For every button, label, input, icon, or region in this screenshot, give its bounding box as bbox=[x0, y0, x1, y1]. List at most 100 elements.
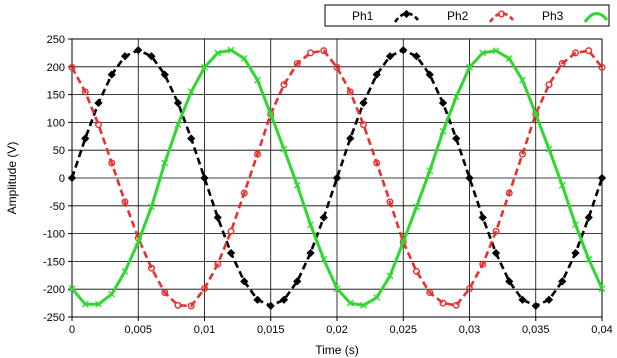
data-point bbox=[200, 173, 209, 183]
data-point bbox=[597, 173, 607, 183]
data-point bbox=[572, 49, 580, 57]
data-point bbox=[320, 47, 328, 55]
data-point bbox=[240, 189, 248, 197]
x-tick-label: 0 bbox=[69, 324, 75, 336]
y-tick-label: 200 bbox=[47, 62, 65, 74]
data-point bbox=[385, 52, 395, 61]
chart-legend: Ph1 Ph2 Ph3 bbox=[324, 4, 610, 27]
data-point bbox=[346, 299, 354, 307]
data-point bbox=[598, 285, 606, 293]
data-point bbox=[558, 59, 566, 67]
data-point bbox=[121, 198, 129, 206]
legend-swatch bbox=[583, 12, 609, 23]
data-point bbox=[266, 301, 275, 310]
data-point bbox=[81, 300, 89, 308]
data-point bbox=[280, 81, 288, 89]
data-point bbox=[466, 63, 473, 71]
x-tick-label: 0,01 bbox=[194, 324, 215, 336]
data-point bbox=[333, 285, 341, 293]
data-point bbox=[386, 272, 394, 280]
data-point bbox=[253, 295, 262, 304]
data-point bbox=[120, 52, 130, 61]
y-tick-label: 150 bbox=[47, 90, 65, 102]
data-point bbox=[240, 277, 249, 286]
data-point bbox=[412, 52, 421, 61]
data-point bbox=[558, 181, 566, 189]
data-point bbox=[466, 285, 474, 293]
legend-label: Ph1 bbox=[352, 9, 374, 23]
data-point bbox=[320, 255, 328, 263]
data-point bbox=[346, 134, 355, 143]
data-point bbox=[413, 267, 421, 275]
data-point bbox=[372, 70, 381, 79]
series-ph3 bbox=[68, 46, 606, 309]
x-tick-label: 0,025 bbox=[389, 324, 417, 336]
data-point bbox=[452, 134, 461, 143]
data-point bbox=[413, 203, 420, 211]
data-point bbox=[67, 173, 77, 183]
data-point bbox=[492, 47, 500, 55]
data-point bbox=[134, 46, 143, 55]
data-point bbox=[572, 221, 579, 229]
data-point bbox=[134, 238, 142, 246]
data-point bbox=[81, 134, 90, 143]
data-point bbox=[426, 167, 434, 175]
data-point bbox=[598, 63, 606, 71]
data-point bbox=[161, 289, 169, 297]
x-tick-label: 0,015 bbox=[257, 324, 285, 336]
data-point bbox=[479, 260, 487, 268]
data-point bbox=[571, 248, 580, 258]
data-point bbox=[519, 150, 527, 158]
data-point bbox=[531, 301, 540, 310]
data-point bbox=[213, 213, 222, 222]
data-point bbox=[160, 70, 169, 79]
data-point bbox=[227, 227, 235, 235]
data-point bbox=[492, 227, 500, 235]
data-point bbox=[505, 189, 513, 197]
data-point bbox=[359, 98, 368, 108]
legend-item-ph1: Ph1 bbox=[352, 9, 420, 23]
y-tick-label: -200 bbox=[43, 284, 65, 296]
y-tick-label: 0 bbox=[59, 173, 65, 185]
data-point bbox=[226, 248, 236, 258]
x-tick-label: 0,04 bbox=[591, 324, 612, 336]
data-point bbox=[95, 300, 102, 308]
data-point bbox=[94, 98, 103, 108]
legend-item-ph2: Ph2 bbox=[447, 9, 515, 23]
data-point bbox=[174, 301, 182, 309]
data-point bbox=[94, 121, 102, 129]
data-point bbox=[148, 203, 155, 211]
data-point bbox=[161, 159, 169, 167]
data-point bbox=[279, 295, 289, 304]
data-point bbox=[214, 49, 222, 57]
legend-label: Ph3 bbox=[542, 9, 564, 23]
data-point bbox=[532, 110, 540, 118]
data-point bbox=[478, 213, 487, 222]
data-point bbox=[68, 63, 76, 71]
data-point bbox=[373, 294, 381, 301]
legend-marker bbox=[498, 10, 506, 18]
data-point bbox=[174, 121, 182, 129]
data-point bbox=[399, 238, 407, 246]
y-axis-label: Amplitude (V) bbox=[5, 142, 19, 215]
data-point bbox=[108, 159, 116, 167]
x-axis-ticks: 0 0,005 0,01 0,015 0,02 0,025 0,03 0,035 0,04 bbox=[69, 317, 613, 336]
data-point bbox=[147, 264, 155, 272]
data-point bbox=[306, 248, 315, 258]
data-point bbox=[544, 295, 554, 304]
x-tick-label: 0,005 bbox=[124, 324, 152, 336]
data-point bbox=[439, 299, 447, 307]
data-point bbox=[333, 63, 341, 71]
x-axis-label: Time (s) bbox=[315, 343, 359, 357]
x-tick-label: 0,02 bbox=[326, 324, 347, 336]
data-point bbox=[293, 181, 301, 189]
data-point bbox=[558, 277, 567, 286]
data-point bbox=[346, 88, 354, 96]
data-point bbox=[254, 76, 261, 84]
data-point bbox=[360, 301, 367, 309]
data-point bbox=[121, 267, 129, 275]
data-point bbox=[307, 221, 314, 229]
data-point bbox=[293, 59, 301, 67]
data-point bbox=[253, 150, 261, 158]
